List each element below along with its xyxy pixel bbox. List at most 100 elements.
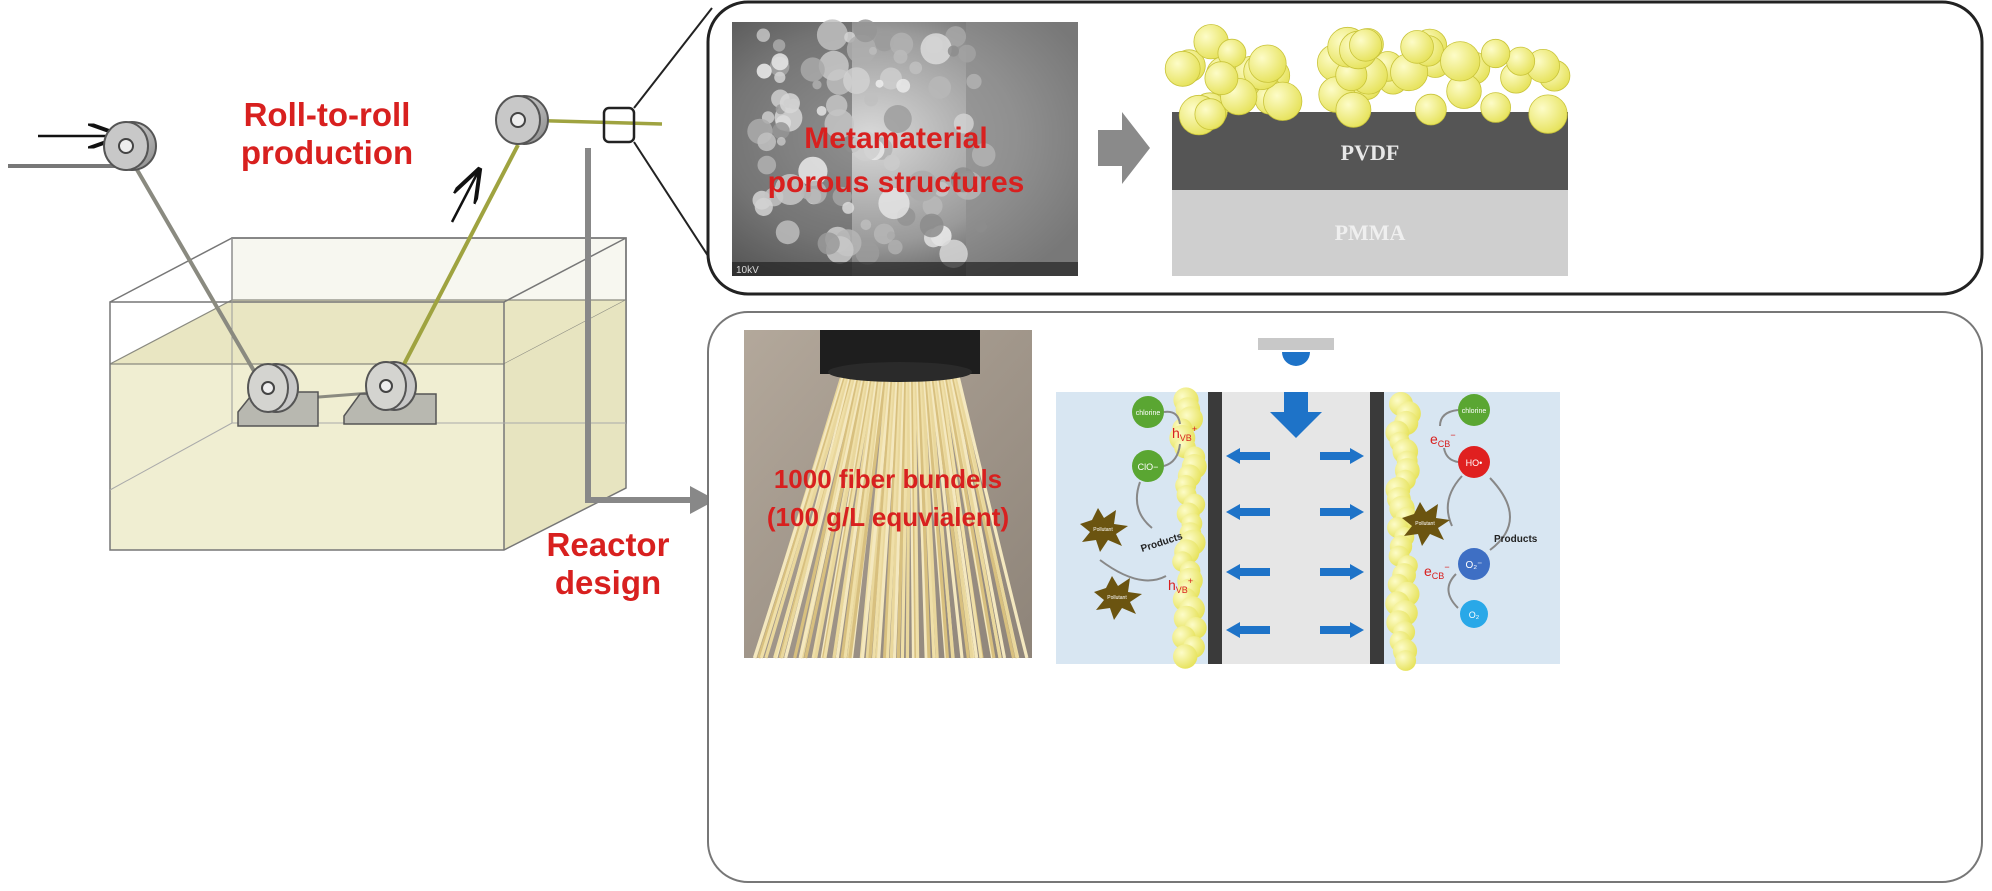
- reactor-connector-line: [585, 148, 690, 503]
- fiber-strand: [924, 375, 949, 659]
- sem-grain: [812, 80, 822, 90]
- reactor-connector-arrowhead: [690, 486, 716, 514]
- flow-arrow-right: [1320, 564, 1364, 580]
- transform-arrow: [1098, 112, 1150, 184]
- coating-particle: [1204, 61, 1239, 96]
- fiber-strand: [905, 375, 911, 659]
- fiber-strand: [868, 375, 894, 659]
- fluid-channel: [1220, 392, 1370, 664]
- coating-particle: [1506, 46, 1536, 76]
- roller-top-left: [103, 121, 157, 171]
- fiber-bundle-label-1: 1000 fiber bundels: [774, 464, 1002, 494]
- sem-grain: [864, 92, 878, 107]
- sem-grain: [893, 49, 908, 64]
- sem-grain: [939, 239, 968, 268]
- reactor-design-label-line1: Reactor: [546, 526, 670, 563]
- sem-grain: [757, 132, 776, 152]
- sem-grain: [817, 232, 840, 255]
- coating-particle: [1440, 41, 1481, 82]
- flow-arrow-left: [1226, 564, 1270, 580]
- flow-arrows: [1226, 448, 1364, 638]
- fiber-strand: [889, 375, 905, 659]
- roll-to-roll-label: Roll-to-roll production: [232, 96, 422, 172]
- output-direction-arrow: [450, 172, 478, 223]
- sem-grain: [772, 39, 786, 52]
- fiber-strand: [916, 375, 928, 659]
- sem-grain: [922, 196, 943, 216]
- fiber-strand: [780, 375, 857, 659]
- sem-grain: [754, 197, 773, 216]
- flow-arrow-right: [1320, 448, 1364, 464]
- pvdf-layer: [1172, 112, 1568, 190]
- pollutant-right: [1402, 502, 1450, 546]
- flow-arrow-left: [1226, 448, 1270, 464]
- sem-image: 10kV: [732, 19, 1078, 276]
- fiber-strand: [764, 375, 851, 659]
- coating-particle: [1248, 44, 1287, 83]
- sem-grain: [920, 33, 952, 65]
- fiber-strand: [784, 375, 859, 659]
- pmma-label: PMMA: [1335, 220, 1406, 245]
- nozzle-drop: [1282, 352, 1310, 366]
- sem-grain: [798, 156, 828, 186]
- reactor-panel: chlorine ClO− hVB+ hVB+ Pollutant Pollut…: [707, 311, 1983, 883]
- sem-grain: [842, 201, 855, 214]
- coating-particle: [1349, 28, 1383, 62]
- sem-grain: [855, 241, 880, 265]
- hvb-top: hVB+: [1172, 424, 1197, 443]
- layer-diagram: PVDF PMMA: [1164, 24, 1571, 276]
- fiber-up: [386, 144, 520, 396]
- sem-grain: [854, 19, 877, 43]
- coating-particle: [1164, 50, 1201, 87]
- membrane-wall-left: [1208, 392, 1222, 664]
- inflow-arrow: [1270, 392, 1322, 438]
- sem-grain: [756, 63, 772, 79]
- sem-grain: [779, 93, 801, 114]
- svg-text:HO•: HO•: [1466, 458, 1483, 468]
- fiber-strand: [860, 375, 893, 659]
- roller-top-right: [495, 95, 549, 145]
- fiber-strand: [917, 375, 931, 659]
- svg-text:Pollutant: Pollutant: [1107, 595, 1127, 601]
- svg-text:Pollutant: Pollutant: [1415, 521, 1435, 527]
- fiber-strand: [948, 375, 1002, 659]
- fiber-down: [134, 166, 270, 397]
- sem-grain: [907, 170, 938, 202]
- sem-grain: [875, 79, 884, 88]
- sem-grain: [824, 109, 854, 139]
- sem-grain: [890, 32, 914, 56]
- sem-grain: [945, 26, 967, 47]
- roll-to-roll-apparatus: [8, 7, 716, 551]
- reactor-design-label-line2: design: [554, 563, 662, 601]
- porous-structures-label-2: porous structures: [768, 166, 1025, 199]
- coating-particle: [1481, 38, 1511, 69]
- flow-arrow-right: [1320, 622, 1364, 638]
- hvb-bottom: hVB+: [1168, 576, 1193, 595]
- sem-grain: [958, 44, 976, 63]
- svg-text:chlorine: chlorine: [1136, 410, 1161, 417]
- svg-text:ClO−: ClO−: [1138, 462, 1159, 472]
- membrane-particle: [1395, 650, 1417, 671]
- roller-submerged-right: [343, 361, 437, 425]
- sem-grain: [803, 180, 827, 205]
- coating-particle: [1400, 30, 1434, 64]
- clo-node: [1132, 450, 1164, 482]
- coating-particle: [1194, 98, 1227, 130]
- fiber-strand: [811, 375, 869, 659]
- sem-grain: [774, 71, 786, 83]
- fiber-strand: [939, 375, 983, 659]
- sem-grain: [771, 53, 789, 71]
- fiber-strand: [793, 375, 861, 659]
- tank-liquid-side: [504, 300, 626, 550]
- flow-arrow-left: [1226, 622, 1270, 638]
- fiber-strand: [951, 375, 1016, 659]
- sem-grain: [775, 220, 800, 245]
- coating-particle: [1480, 92, 1511, 123]
- fiber-strand: [883, 375, 901, 659]
- sem-grain: [757, 155, 777, 175]
- fiber-strand: [877, 375, 900, 659]
- nozzle-plate: [1258, 338, 1334, 350]
- sem-grain: [774, 174, 806, 205]
- svg-text:O₂⁻: O₂⁻: [1466, 560, 1483, 571]
- fiber-strand: [892, 375, 906, 659]
